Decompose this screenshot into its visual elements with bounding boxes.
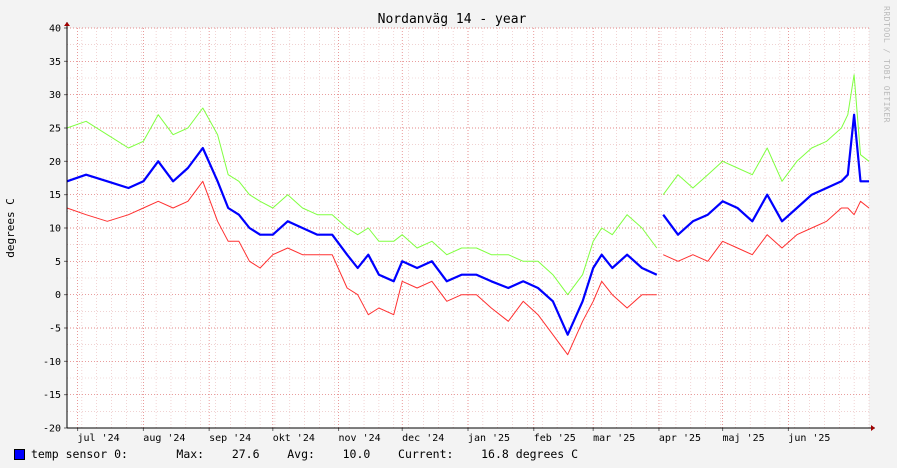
x-axis-arrow xyxy=(871,425,875,431)
series-line-min xyxy=(66,180,870,356)
legend-swatch xyxy=(14,448,25,460)
x-tick-label: nov '24 xyxy=(338,433,380,444)
x-tick-label: jul '24 xyxy=(78,433,120,444)
legend-current-label: Current: xyxy=(398,447,454,461)
y-tick-label: 40 xyxy=(49,24,61,35)
y-tick-label: -20 xyxy=(43,424,61,435)
legend-unit: degrees C xyxy=(515,447,579,461)
y-tick-labels: -20 -15 -10 -5 0 5 10 15 20 25 30 35 40 xyxy=(43,24,61,435)
y-tick-label: 10 xyxy=(49,224,61,235)
x-tick-label: jan '25 xyxy=(468,433,510,444)
y-axis-arrow xyxy=(64,22,70,26)
legend-max-value: 27.6 xyxy=(231,447,260,461)
y-tick-label: 25 xyxy=(49,124,61,135)
x-tick-label: feb '25 xyxy=(534,433,576,444)
legend-avg-value: 10.0 xyxy=(342,447,371,461)
x-tick-label: jun '25 xyxy=(788,433,830,444)
y-tick-label: 15 xyxy=(49,190,61,201)
y-tick-label: -5 xyxy=(49,324,61,335)
x-tick-label: apr '25 xyxy=(659,433,701,444)
watermark: RRDTOOL / TOBI OETIKER xyxy=(882,6,891,123)
y-tick-label: 30 xyxy=(49,90,61,101)
legend: temp sensor 0: Max: 27.6 Avg: 10.0 Curre… xyxy=(14,446,578,462)
chart-title: Nordanväg 14 - year xyxy=(378,12,527,27)
x-tick-label: mar '25 xyxy=(593,433,635,444)
x-tick-label: aug '24 xyxy=(143,433,185,444)
legend-max-label: Max: xyxy=(176,447,205,461)
legend-current-value: 16.8 xyxy=(481,447,509,461)
y-tick-label: 0 xyxy=(55,290,61,301)
x-tick-label: okt '24 xyxy=(273,433,315,444)
series-line-avg xyxy=(66,113,869,336)
legend-avg-label: Avg: xyxy=(287,447,315,461)
y-tick-label: 5 xyxy=(55,257,61,268)
major-grid xyxy=(67,27,869,429)
series-line-max xyxy=(66,74,870,296)
y-tick-label: 20 xyxy=(49,157,61,168)
legend-series-name: temp sensor 0: xyxy=(31,447,128,461)
axes xyxy=(64,22,875,431)
x-tick-labels: jul '24 aug '24 sep '24 okt '24 nov '24 dec '… xyxy=(78,433,831,444)
x-tick-label: maj '25 xyxy=(723,433,765,444)
x-tick-label: dec '24 xyxy=(402,433,444,444)
y-tick-label: -15 xyxy=(43,390,61,401)
y-tick-label: -10 xyxy=(43,357,61,368)
x-tick-label: sep '24 xyxy=(209,433,251,444)
y-axis-label: degrees C xyxy=(4,198,17,258)
series-layer xyxy=(66,74,870,356)
y-tick-label: 35 xyxy=(49,57,61,68)
